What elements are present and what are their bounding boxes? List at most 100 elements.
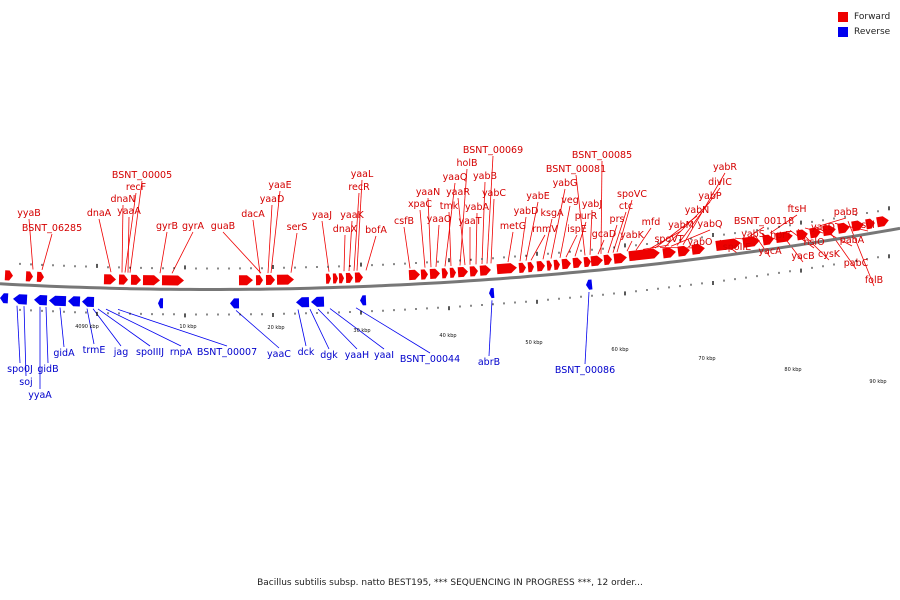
forward-gene-label: tmk [440, 201, 459, 212]
reverse-gene-arrow [158, 298, 164, 309]
forward-leader-line [481, 181, 486, 265]
forward-leader-line [457, 197, 466, 266]
forward-gene-arrow [36, 271, 44, 282]
forward-leader-line [847, 221, 875, 287]
legend-forward: Forward [838, 9, 890, 24]
reverse-gene-arrow [82, 296, 95, 307]
forward-gene-label: pabC [844, 258, 869, 269]
forward-gene-label: spoIIE [723, 242, 751, 253]
forward-leader-line [575, 174, 586, 256]
reverse-leader-line [105, 308, 182, 347]
reverse-gene-arrow [34, 295, 48, 306]
forward-gene-label: dnaN [111, 194, 136, 205]
forward-gene-label: yacA [758, 246, 782, 257]
forward-gene-arrow [553, 259, 560, 270]
forward-gene-label: ispE [567, 224, 587, 235]
forward-gene-label: serS [287, 222, 308, 233]
forward-gene-label: BSNT_00069 [463, 145, 523, 156]
forward-leader-line [353, 192, 360, 271]
reverse-gene-label: yyaA [28, 390, 52, 401]
forward-leader-line [124, 192, 137, 273]
reverse-gene-arrow [0, 293, 9, 304]
forward-leader-line [267, 204, 273, 274]
forward-leader-line [28, 218, 34, 270]
forward-gene-label: recF [126, 182, 146, 193]
forward-leader-line [419, 209, 426, 268]
forward-gene-label: yaaA [117, 206, 141, 217]
forward-gene-arrow [742, 236, 760, 248]
reverse-leader-line [59, 307, 65, 348]
forward-leader-line [41, 233, 53, 271]
forward-gene-label: mfd [642, 217, 661, 228]
forward-gene-label: gcaD [592, 229, 616, 240]
forward-gene-label: ctc [619, 201, 633, 212]
scale-label: 60 kbp [611, 347, 628, 353]
forward-gene-label: cysK [818, 249, 841, 260]
forward-gene-label: guaB [211, 221, 235, 232]
forward-gene-arrow [865, 218, 875, 230]
forward-leader-line [321, 220, 330, 272]
reverse-leader-line [45, 306, 49, 364]
forward-gene-label: divIC [708, 177, 732, 188]
forward-leader-line [290, 232, 298, 273]
forward-gene-arrow [662, 247, 676, 259]
reverse-leader-line [317, 308, 358, 350]
forward-gene-label: dnaX [333, 224, 358, 235]
reverse-gene-arrow [296, 297, 310, 308]
forward-gene-arrow [449, 267, 456, 278]
forward-gene-arrow [796, 229, 808, 241]
forward-leader-line [129, 180, 143, 273]
reverse-leader-line [86, 308, 95, 345]
reverse-swatch [838, 26, 848, 37]
forward-gene-label: BSNT_00081 [546, 164, 606, 175]
reverse-leader-line [23, 306, 27, 377]
reverse-leader-line [584, 291, 590, 365]
forward-leader-line [676, 187, 721, 246]
forward-leader-line [222, 231, 262, 274]
reverse-gene-label: BSNT_00007 [197, 347, 257, 358]
forward-gene-label: prs [610, 214, 625, 225]
legend: Forward Reverse [838, 9, 890, 39]
forward-gene-arrow [255, 275, 263, 286]
forward-leader-line [348, 220, 353, 272]
forward-swatch [838, 11, 848, 22]
forward-gene-label: pabB [834, 207, 858, 218]
scale-label: 30 kbp [353, 328, 370, 334]
forward-leader-line [403, 226, 411, 269]
forward-gene-label: sul [861, 220, 875, 231]
forward-gene-label: veg [561, 195, 579, 206]
reverse-gene-label: yaaI [374, 350, 394, 361]
scale-label: 50 kbp [525, 340, 542, 346]
reverse-gene-label: rnpA [170, 347, 193, 358]
forward-gene-arrow [775, 231, 793, 244]
forward-gene-arrow [130, 274, 141, 285]
forward-gene-arrow [276, 274, 294, 285]
forward-gene-label: recR [348, 182, 370, 193]
forward-gene-label: yabD [514, 206, 539, 217]
genome-backbone [0, 226, 900, 291]
forward-leader-line [749, 226, 765, 237]
forward-leader-line [519, 216, 527, 262]
forward-gene-arrow [546, 260, 552, 271]
reverse-gene-label: soj [19, 377, 32, 388]
forward-gene-label: purR [575, 211, 598, 222]
forward-gene-arrow [691, 243, 705, 255]
reverse-gene-label: abrB [478, 357, 500, 368]
forward-gene-arrow [25, 271, 33, 282]
forward-gene-label: yabA [465, 202, 489, 213]
forward-leader-line [98, 218, 112, 273]
reverse-gene-label: BSNT_00086 [555, 365, 615, 376]
forward-gene-arrow [613, 253, 627, 264]
reverse-gene-arrow [489, 287, 495, 299]
forward-gene-arrow [265, 274, 275, 285]
forward-gene-arrow [715, 238, 741, 251]
forward-gene-arrow [429, 268, 440, 279]
map-caption: Bacillus subtilis subsp. natto BEST195, … [257, 578, 643, 588]
forward-leader-line [365, 235, 377, 271]
forward-leader-line [486, 155, 494, 264]
forward-leader-line [769, 214, 798, 234]
forward-gene-arrow [809, 227, 821, 239]
reverse-gene-arrow [586, 279, 593, 290]
forward-leader-line [626, 240, 633, 252]
forward-leader-line [252, 219, 261, 274]
